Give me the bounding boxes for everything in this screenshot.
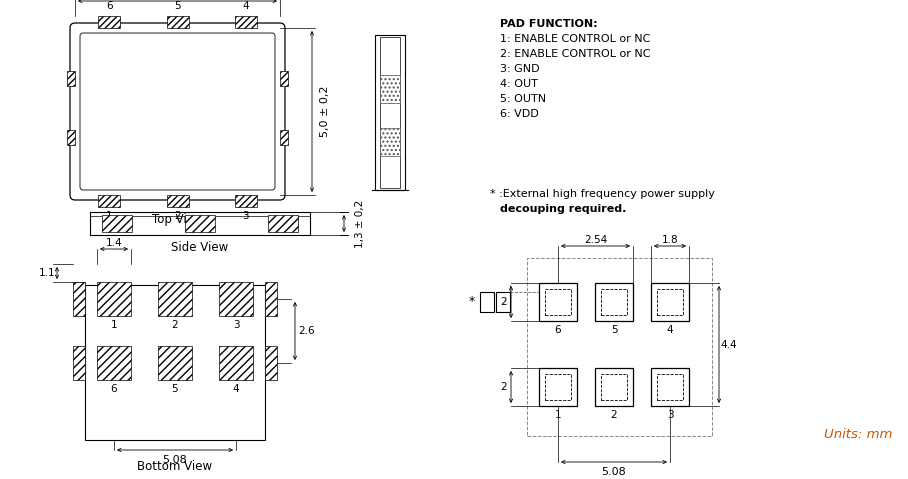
Text: 2: 2	[172, 320, 178, 330]
Text: PAD FUNCTION:: PAD FUNCTION:	[500, 19, 597, 29]
Bar	[97, 282, 131, 316]
Text: Bottom View: Bottom View	[137, 460, 212, 473]
Bar	[98, 16, 120, 28]
Bar	[158, 282, 192, 316]
Bar	[265, 346, 277, 380]
Bar	[480, 292, 494, 312]
Text: 2: ENABLE CONTROL or NC: 2: ENABLE CONTROL or NC	[500, 49, 650, 59]
Bar	[67, 130, 75, 145]
Bar	[595, 283, 633, 321]
Bar	[539, 368, 577, 406]
Text: *: *	[469, 296, 475, 308]
Text: 3: 3	[666, 410, 674, 420]
Bar	[235, 195, 257, 207]
Bar	[601, 289, 627, 315]
Text: Units: mm: Units: mm	[824, 429, 893, 442]
Text: 5: 5	[174, 1, 181, 11]
Bar	[496, 292, 510, 312]
Text: 4: 4	[666, 325, 674, 335]
Text: 6: 6	[111, 384, 117, 394]
Text: 1.4: 1.4	[105, 238, 123, 248]
Text: 4: 4	[232, 384, 240, 394]
FancyBboxPatch shape	[70, 23, 285, 200]
Text: 5: 5	[172, 384, 178, 394]
Text: decouping required.: decouping required.	[500, 204, 627, 214]
Bar	[90, 212, 310, 235]
Text: 1.8: 1.8	[662, 235, 678, 245]
Bar	[98, 195, 120, 207]
Text: Side View: Side View	[172, 241, 229, 254]
Bar	[545, 374, 571, 400]
Bar	[651, 283, 689, 321]
Text: * :External high frequency power supply: * :External high frequency power supply	[490, 189, 715, 199]
Text: 4: 4	[242, 1, 249, 11]
Bar	[97, 346, 131, 380]
Text: 6: VDD: 6: VDD	[500, 109, 538, 119]
Bar	[545, 289, 571, 315]
Text: 5,0 ± 0,2: 5,0 ± 0,2	[320, 86, 330, 137]
Text: 5.08: 5.08	[602, 467, 627, 477]
Bar	[67, 71, 75, 86]
Bar	[375, 35, 405, 190]
Bar	[219, 282, 253, 316]
Bar	[166, 16, 189, 28]
Text: 6: 6	[555, 325, 561, 335]
Bar	[280, 71, 288, 86]
Bar	[595, 368, 633, 406]
Bar	[657, 374, 683, 400]
Bar	[235, 16, 257, 28]
Bar	[380, 128, 400, 156]
Bar	[527, 258, 712, 436]
Bar	[380, 37, 400, 188]
Bar	[268, 215, 298, 232]
Text: 2.6: 2.6	[299, 326, 315, 336]
Text: 2.54: 2.54	[584, 235, 607, 245]
Bar	[539, 283, 577, 321]
Text: 2: 2	[500, 297, 508, 307]
Text: 1.1: 1.1	[39, 268, 55, 278]
Bar	[102, 215, 132, 232]
Text: 5: 5	[611, 325, 617, 335]
Text: 5.08: 5.08	[163, 455, 187, 465]
Bar	[219, 346, 253, 380]
Bar	[73, 282, 85, 316]
Text: 1,3 ± 0,2: 1,3 ± 0,2	[355, 199, 365, 248]
Bar	[601, 374, 627, 400]
FancyBboxPatch shape	[80, 33, 275, 190]
Text: 1: 1	[106, 211, 113, 221]
Text: 3: 3	[242, 211, 249, 221]
Text: 5: OUTN: 5: OUTN	[500, 94, 546, 104]
Text: 1: 1	[111, 320, 117, 330]
Bar	[657, 289, 683, 315]
Text: 2: 2	[174, 211, 181, 221]
Text: 2: 2	[611, 410, 617, 420]
Bar	[166, 195, 189, 207]
Text: 3: GND: 3: GND	[500, 64, 539, 74]
Text: Top View: Top View	[152, 213, 203, 226]
Text: 6: 6	[106, 1, 113, 11]
Text: 1: 1	[555, 410, 561, 420]
Bar	[185, 215, 215, 232]
Text: 4: OUT: 4: OUT	[500, 79, 538, 89]
Bar	[651, 368, 689, 406]
Bar	[280, 130, 288, 145]
Text: 2: 2	[500, 382, 508, 392]
Text: 1: ENABLE CONTROL or NC: 1: ENABLE CONTROL or NC	[500, 34, 650, 44]
Text: 3: 3	[232, 320, 240, 330]
Text: 4.4: 4.4	[721, 340, 737, 350]
Bar	[158, 346, 192, 380]
Bar	[85, 285, 265, 440]
Bar	[265, 282, 277, 316]
Bar	[73, 346, 85, 380]
Bar	[380, 75, 400, 103]
